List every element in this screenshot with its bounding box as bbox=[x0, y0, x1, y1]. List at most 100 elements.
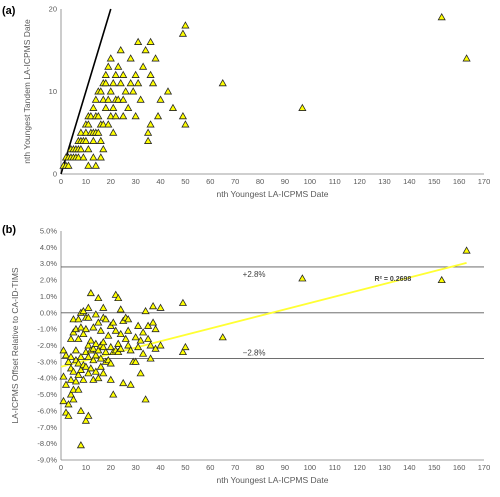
b-data-point bbox=[156, 341, 165, 349]
a-data-point bbox=[178, 29, 188, 37]
b-y-tick-label: -8.0% bbox=[37, 439, 57, 448]
a-data-point bbox=[106, 87, 115, 95]
b-data-point bbox=[96, 354, 105, 362]
a-data-point bbox=[99, 145, 108, 153]
a-x-tick-label: 30 bbox=[131, 177, 139, 186]
b-data-point bbox=[69, 395, 78, 403]
b-data-point bbox=[151, 324, 160, 333]
a-x-tick-label: 160 bbox=[453, 177, 466, 186]
b-y-tick-label: -7.0% bbox=[37, 423, 57, 432]
a-data-point bbox=[153, 112, 163, 120]
b-data-point bbox=[124, 326, 133, 334]
b-data-point bbox=[134, 342, 143, 351]
a-data-point bbox=[99, 95, 108, 103]
a-data-point bbox=[101, 103, 110, 111]
panel-b-axes bbox=[60, 231, 484, 461]
a-y-tick-label: 20 bbox=[49, 5, 57, 14]
b-data-point bbox=[84, 411, 93, 419]
b-data-point bbox=[146, 354, 155, 362]
a-data-point bbox=[146, 120, 155, 128]
b-data-point bbox=[124, 315, 133, 323]
a-data-point bbox=[79, 153, 88, 161]
a-data-point bbox=[181, 21, 190, 29]
a-x-tick-label: 110 bbox=[329, 177, 341, 186]
b-data-point bbox=[101, 315, 110, 323]
b-y-tick-label: 2.0% bbox=[40, 276, 57, 285]
a-data-point bbox=[131, 70, 140, 78]
b-data-point bbox=[74, 370, 83, 378]
b-data-point bbox=[84, 352, 93, 360]
a-data-point bbox=[86, 112, 95, 120]
a-data-point bbox=[119, 112, 128, 120]
b-data-point bbox=[64, 411, 73, 419]
b-data-point bbox=[143, 334, 153, 342]
b-data-point bbox=[99, 369, 108, 377]
a-data-point bbox=[96, 87, 105, 95]
b-data-point bbox=[64, 400, 73, 408]
a-data-point bbox=[109, 128, 118, 136]
b-data-point bbox=[178, 347, 188, 355]
a-data-point bbox=[94, 128, 103, 136]
b-data-point bbox=[124, 341, 133, 349]
b-data-point bbox=[61, 380, 71, 388]
b-data-point bbox=[99, 303, 108, 311]
b-data-point bbox=[106, 359, 115, 367]
b-data-point bbox=[116, 329, 125, 338]
a-x-tick-label: 50 bbox=[181, 177, 189, 186]
b-data-point bbox=[61, 351, 71, 359]
b-data-point bbox=[86, 364, 95, 372]
b-data-point bbox=[81, 362, 90, 370]
a-data-point bbox=[141, 46, 150, 54]
panel-b-lines bbox=[60, 262, 484, 368]
b-data-point bbox=[81, 324, 90, 333]
a-data-point bbox=[94, 112, 103, 120]
b-data-point bbox=[96, 326, 105, 334]
panel-b-y-axis-label: LA-ICPMS Offset Relative to CA-ID-TIMS bbox=[10, 267, 20, 424]
b-data-point bbox=[126, 346, 135, 354]
a-data-point bbox=[136, 95, 145, 103]
b-x-tick-label: 30 bbox=[131, 463, 139, 472]
b-data-point bbox=[106, 375, 115, 383]
b-data-point bbox=[64, 357, 73, 365]
b-x-tick-label: 160 bbox=[453, 463, 466, 472]
b-data-point bbox=[134, 321, 143, 329]
b-x-tick-label: 40 bbox=[156, 463, 164, 472]
a-data-point bbox=[104, 62, 113, 70]
b-x-tick-label: 110 bbox=[329, 463, 341, 472]
a-y-tick-label: 0 bbox=[53, 170, 57, 179]
b-data-point bbox=[437, 275, 446, 284]
b-y-tick-label: 3.0% bbox=[40, 259, 57, 268]
a-data-point bbox=[143, 128, 153, 136]
b-data-point bbox=[114, 339, 123, 347]
b-data-point bbox=[91, 339, 100, 347]
a-data-point bbox=[84, 161, 93, 169]
a-x-tick-label: 10 bbox=[82, 177, 90, 186]
a-data-point bbox=[101, 79, 110, 87]
a-data-point bbox=[146, 37, 155, 45]
b-data-point bbox=[76, 441, 85, 449]
a-data-point bbox=[104, 95, 113, 103]
b-data-point bbox=[76, 352, 85, 360]
b-data-point bbox=[59, 346, 68, 354]
b-x-tick-label: 90 bbox=[281, 463, 289, 472]
a-data-point bbox=[148, 79, 158, 87]
b-trendline bbox=[60, 262, 467, 368]
b-y-tick-label: -5.0% bbox=[37, 390, 57, 399]
b-data-point bbox=[94, 293, 103, 302]
panel-b-label: (b) bbox=[2, 224, 16, 236]
panel-a-x-axis-label: nth Youngest LA-ICPMS Date bbox=[217, 189, 329, 199]
b-data-point bbox=[218, 333, 227, 341]
b-data-point bbox=[109, 390, 118, 398]
b-data-point bbox=[91, 367, 100, 375]
a-data-point bbox=[129, 87, 138, 95]
b-y-tick-label: 4.0% bbox=[40, 243, 57, 252]
b-data-point bbox=[84, 369, 93, 377]
panel-b: (b) LA-ICPMS Offset Relative to CA-ID-TI… bbox=[2, 224, 490, 485]
b-y-tick-label: 1.0% bbox=[40, 292, 57, 301]
a-data-point bbox=[76, 145, 85, 153]
panel-a-axes bbox=[60, 9, 484, 175]
a-data-point bbox=[151, 54, 160, 62]
b-data-point bbox=[141, 395, 150, 403]
b-x-tick-label: 0 bbox=[59, 463, 63, 472]
a-data-point bbox=[111, 112, 120, 120]
